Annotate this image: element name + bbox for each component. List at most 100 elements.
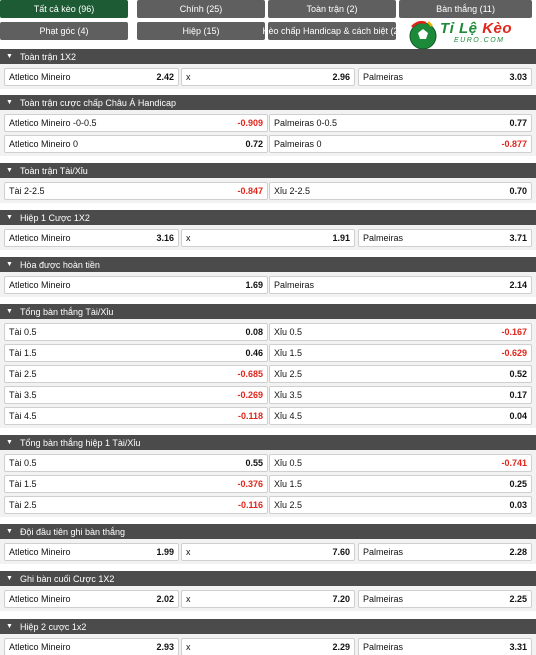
- selection-label: Tài 1.5: [9, 479, 37, 489]
- odds-cell[interactable]: Atletico Mineiro 2.02: [4, 590, 179, 608]
- tab-goals[interactable]: Bàn thắng (11): [399, 0, 532, 18]
- odds-cell[interactable]: Atletico Mineiro 1.69: [4, 276, 268, 294]
- odds-cell[interactable]: Atletico Mineiro 1.99: [4, 543, 179, 561]
- selection-label: Palmeiras: [363, 642, 404, 652]
- section-title: Tổng bàn thắng hiệp 1 Tài/Xỉu: [19, 437, 141, 448]
- market-section: ▼ Toàn trận cược chấp Châu Á Handicap Atle…: [0, 95, 536, 156]
- odds-cell[interactable]: x 2.29: [181, 638, 355, 655]
- odds-cell[interactable]: Tài 0.5 0.55: [4, 454, 268, 472]
- selection-label: x: [186, 72, 191, 82]
- site-logo[interactable]: Tỉ Lệ Kèo EURO.COM: [402, 18, 532, 52]
- section-header[interactable]: ▼ Tổng bàn thắng hiệp 1 Tài/Xỉu: [0, 435, 536, 450]
- odds-value: 2.42: [156, 72, 174, 82]
- market-section: ▼ Toàn trận 1X2 Atletico Mineiro 2.42 x 2.96 P…: [0, 49, 536, 89]
- odds-value: 2.28: [509, 547, 527, 557]
- section-header[interactable]: ▼ Đội đầu tiên ghi bàn thắng: [0, 524, 536, 539]
- odds-row: Atletico Mineiro -0-0.5 -0.909 Palmeiras 0…: [0, 114, 536, 132]
- odds-cell[interactable]: Palmeiras 2.14: [269, 276, 532, 294]
- odds-row: Tài 4.5 -0.118 Xỉu 4.5 0.04: [0, 407, 536, 425]
- odds-row: Tài 3.5 -0.269 Xỉu 3.5 0.17: [0, 386, 536, 404]
- odds-cell[interactable]: Xỉu 0.5 -0.741: [269, 454, 532, 472]
- section-header[interactable]: ▼ Hiệp 2 cược 1x2: [0, 619, 536, 634]
- odds-cell[interactable]: Tài 0.5 0.08: [4, 323, 268, 341]
- selection-label: Atletico Mineiro: [9, 72, 71, 82]
- odds-cell[interactable]: Atletico Mineiro 3.16: [4, 229, 179, 247]
- selection-label: Tài 2.5: [9, 369, 37, 379]
- odds-cell[interactable]: Atletico Mineiro -0-0.5 -0.909: [4, 114, 268, 132]
- odds-value: 2.29: [332, 642, 350, 652]
- odds-value: 3.16: [156, 233, 174, 243]
- odds-cell[interactable]: Palmeiras 2.28: [358, 543, 532, 561]
- odds-cell[interactable]: Tài 2.5 -0.685: [4, 365, 268, 383]
- odds-cell[interactable]: Xỉu 2.5 0.03: [269, 496, 532, 514]
- odds-cell[interactable]: Tài 3.5 -0.269: [4, 386, 268, 404]
- section-title: Hiệp 2 cược 1x2: [19, 621, 87, 632]
- odds-cell[interactable]: Palmeiras 3.03: [358, 68, 532, 86]
- market-section: ▼ Hiệp 2 cược 1x2 Atletico Mineiro 2.93 x 2.2…: [0, 619, 536, 655]
- collapse-caret-icon: ▼: [6, 99, 13, 106]
- odds-cell[interactable]: Tài 1.5 0.46: [4, 344, 268, 362]
- odds-value: -0.877: [501, 139, 527, 149]
- odds-row: Atletico Mineiro 2.02 x 7.20 Palmeiras 2.25: [0, 590, 536, 608]
- odds-cell[interactable]: Xỉu 2-2.5 0.70: [269, 182, 532, 200]
- section-header[interactable]: ▼ Toàn trận 1X2: [0, 49, 536, 64]
- selection-label: Atletico Mineiro -0-0.5: [9, 118, 97, 128]
- collapse-caret-icon: ▼: [6, 308, 13, 315]
- odds-value: 2.25: [509, 594, 527, 604]
- tab-handicap[interactable]: Kèo chấp Handicap & cách biệt (2): [262, 22, 402, 40]
- section-title: Tổng bàn thắng Tài/Xỉu: [19, 306, 114, 317]
- odds-value: 2.02: [156, 594, 174, 604]
- collapse-caret-icon: ▼: [6, 261, 13, 268]
- odds-value: 1.91: [332, 233, 350, 243]
- odds-cell[interactable]: Atletico Mineiro 0 0.72: [4, 135, 268, 153]
- market-section: ▼ Tổng bàn thắng hiệp 1 Tài/Xỉu Tài 0.5 0.5…: [0, 435, 536, 517]
- odds-cell[interactable]: Atletico Mineiro 2.93: [4, 638, 179, 655]
- odds-value: -0.741: [501, 458, 527, 468]
- odds-cell[interactable]: Atletico Mineiro 2.42: [4, 68, 179, 86]
- odds-cell[interactable]: Palmeiras 3.31: [358, 638, 532, 655]
- tab-full-match[interactable]: Toàn trận (2): [268, 0, 396, 18]
- selection-label: Tài 3.5: [9, 390, 37, 400]
- odds-cell[interactable]: x 2.96: [181, 68, 355, 86]
- odds-cell[interactable]: Xỉu 1.5 0.25: [269, 475, 532, 493]
- section-header[interactable]: ▼ Hiệp 1 Cược 1X2: [0, 210, 536, 225]
- section-header[interactable]: ▼ Toàn trận cược chấp Châu Á Handicap: [0, 95, 536, 110]
- section-header[interactable]: ▼ Tổng bàn thắng Tài/Xỉu: [0, 304, 536, 319]
- selection-label: Xỉu 0.5: [274, 458, 303, 468]
- collapse-caret-icon: ▼: [6, 623, 13, 630]
- collapse-caret-icon: ▼: [6, 53, 13, 60]
- odds-row: Tài 0.5 0.08 Xỉu 0.5 -0.167: [0, 323, 536, 341]
- odds-cell[interactable]: Palmeiras 2.25: [358, 590, 532, 608]
- odds-cell[interactable]: Xỉu 4.5 0.04: [269, 407, 532, 425]
- tab-all-markets[interactable]: Tất cả kèo (96): [0, 0, 128, 18]
- tab-halves[interactable]: Hiệp (15): [137, 22, 265, 40]
- odds-value: 3.71: [509, 233, 527, 243]
- section-title: Toàn trận 1X2: [19, 51, 76, 62]
- section-header[interactable]: ▼ Ghi bàn cuối Cược 1X2: [0, 571, 536, 586]
- odds-cell[interactable]: Palmeiras 0-0.5 0.77: [269, 114, 532, 132]
- odds-cell[interactable]: Xỉu 2.5 0.52: [269, 365, 532, 383]
- odds-cell[interactable]: Xỉu 3.5 0.17: [269, 386, 532, 404]
- tab-main[interactable]: Chính (25): [137, 0, 265, 18]
- odds-cell[interactable]: Palmeiras 3.71: [358, 229, 532, 247]
- odds-cell[interactable]: Tài 2-2.5 -0.847: [4, 182, 268, 200]
- selection-label: Tài 0.5: [9, 327, 37, 337]
- odds-cell[interactable]: x 7.60: [181, 543, 355, 561]
- section-header[interactable]: ▼ Toàn trận Tài/Xỉu: [0, 163, 536, 178]
- selection-label: Atletico Mineiro: [9, 233, 71, 243]
- odds-row: Tài 1.5 -0.376 Xỉu 1.5 0.25: [0, 475, 536, 493]
- selection-label: x: [186, 642, 191, 652]
- soccer-ball-icon: [409, 20, 437, 50]
- odds-cell[interactable]: x 1.91: [181, 229, 355, 247]
- section-header[interactable]: ▼ Hòa được hoàn tiền: [0, 257, 536, 272]
- odds-cell[interactable]: Tài 1.5 -0.376: [4, 475, 268, 493]
- odds-cell[interactable]: Xỉu 1.5 -0.629: [269, 344, 532, 362]
- odds-cell[interactable]: x 7.20: [181, 590, 355, 608]
- tab-corners[interactable]: Phạt góc (4): [0, 22, 128, 40]
- odds-value: 0.04: [509, 411, 527, 421]
- odds-cell[interactable]: Xỉu 0.5 -0.167: [269, 323, 532, 341]
- odds-cell[interactable]: Palmeiras 0 -0.877: [269, 135, 532, 153]
- odds-cell[interactable]: Tài 2.5 -0.116: [4, 496, 268, 514]
- odds-cell[interactable]: Tài 4.5 -0.118: [4, 407, 268, 425]
- odds-row: Atletico Mineiro 3.16 x 1.91 Palmeiras 3.71: [0, 229, 536, 247]
